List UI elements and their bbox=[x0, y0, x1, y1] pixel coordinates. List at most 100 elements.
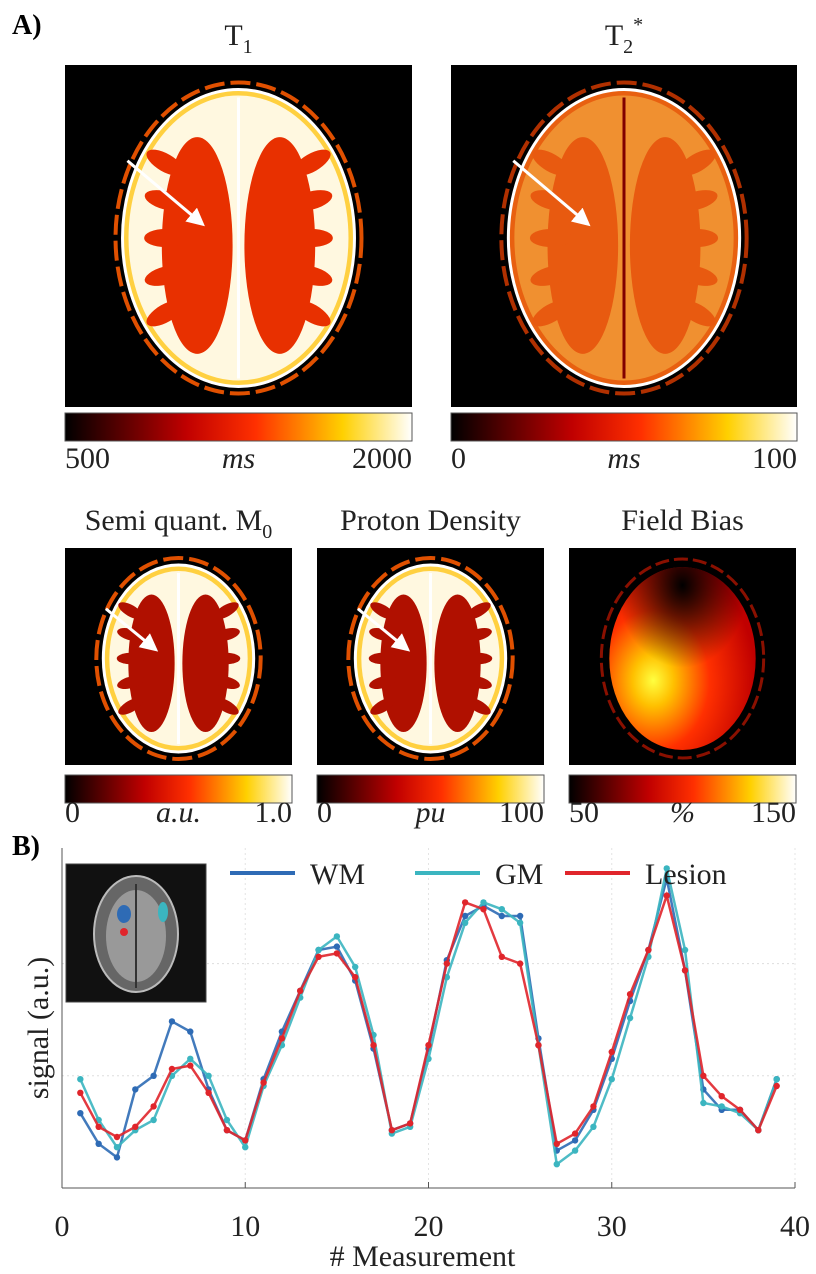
data-point bbox=[169, 1018, 175, 1024]
data-point bbox=[205, 1090, 211, 1096]
map-title: T1 bbox=[224, 19, 252, 58]
data-point bbox=[77, 1090, 83, 1096]
data-point bbox=[114, 1144, 120, 1150]
data-point bbox=[572, 1137, 578, 1143]
gyrus bbox=[212, 653, 240, 664]
data-point bbox=[95, 1141, 101, 1147]
data-point bbox=[480, 906, 486, 912]
data-point bbox=[150, 1073, 156, 1079]
data-point bbox=[517, 920, 523, 926]
x-tick-label: 0 bbox=[55, 1210, 70, 1243]
data-point bbox=[334, 933, 340, 939]
panel-label: A) bbox=[12, 10, 42, 41]
data-point bbox=[462, 920, 468, 926]
data-point bbox=[150, 1117, 156, 1123]
colorbar-max: 1.0 bbox=[255, 796, 293, 829]
data-point bbox=[279, 1035, 285, 1041]
data-point bbox=[609, 1076, 615, 1082]
title-subscript: 1 bbox=[243, 36, 253, 58]
panel-label: B) bbox=[12, 831, 40, 862]
gyrus bbox=[530, 229, 572, 247]
title-text: Semi quant. M bbox=[85, 504, 263, 537]
data-point bbox=[517, 960, 523, 966]
colorbar-min: 50 bbox=[569, 796, 599, 829]
gyrus bbox=[464, 653, 492, 664]
data-point bbox=[389, 1127, 395, 1133]
colorbar-unit: a.u. bbox=[156, 796, 201, 829]
gyrus bbox=[369, 653, 397, 664]
data-point bbox=[627, 991, 633, 997]
colorbar-unit: pu bbox=[414, 796, 446, 829]
colorbar-min: 0 bbox=[451, 442, 466, 475]
legend-label: WM bbox=[310, 858, 365, 891]
data-point bbox=[315, 954, 321, 960]
colorbar-max: 100 bbox=[752, 442, 797, 475]
colorbar-max: 150 bbox=[751, 796, 796, 829]
data-point bbox=[224, 1127, 230, 1133]
data-point bbox=[554, 1161, 560, 1167]
colorbar-min: 0 bbox=[317, 796, 332, 829]
data-point bbox=[627, 1015, 633, 1021]
data-point bbox=[499, 954, 505, 960]
map-title: Semi quant. M0 bbox=[85, 504, 273, 543]
data-point bbox=[77, 1110, 83, 1116]
data-point bbox=[682, 967, 688, 973]
x-tick-label: 20 bbox=[414, 1210, 444, 1243]
data-point bbox=[737, 1107, 743, 1113]
data-point bbox=[517, 913, 523, 919]
map-title: T2* bbox=[605, 14, 643, 58]
gyrus bbox=[290, 229, 332, 247]
data-point bbox=[719, 1103, 725, 1109]
colorbar-unit: ms bbox=[607, 442, 640, 475]
data-point bbox=[370, 1042, 376, 1048]
data-point bbox=[590, 1124, 596, 1130]
x-tick-label: 10 bbox=[230, 1210, 260, 1243]
title-text: Proton Density bbox=[340, 504, 521, 537]
data-point bbox=[187, 1056, 193, 1062]
colorbar bbox=[65, 413, 412, 441]
data-point bbox=[114, 1134, 120, 1140]
data-point bbox=[572, 1147, 578, 1153]
title-text: T bbox=[605, 19, 623, 52]
data-point bbox=[150, 1103, 156, 1109]
data-point bbox=[499, 906, 505, 912]
data-point bbox=[590, 1103, 596, 1109]
bias-dark bbox=[609, 567, 755, 750]
y-axis-label: signal (a.u.) bbox=[22, 957, 55, 1099]
data-point bbox=[187, 1028, 193, 1034]
data-point bbox=[315, 947, 321, 953]
title-superscript: * bbox=[633, 14, 643, 36]
map-title: Proton Density bbox=[340, 504, 521, 537]
data-point bbox=[773, 1076, 779, 1082]
data-point bbox=[260, 1079, 266, 1085]
x-axis-label: # Measurement bbox=[330, 1240, 516, 1273]
data-point bbox=[700, 1073, 706, 1079]
data-point bbox=[535, 1042, 541, 1048]
map-title: Field Bias bbox=[621, 504, 744, 537]
data-point bbox=[242, 1144, 248, 1150]
data-point bbox=[95, 1124, 101, 1130]
colorbar-unit: % bbox=[670, 796, 695, 829]
x-tick-label: 40 bbox=[780, 1210, 810, 1243]
data-point bbox=[187, 1062, 193, 1068]
data-point bbox=[755, 1127, 761, 1133]
colorbar-min: 0 bbox=[65, 796, 80, 829]
data-point bbox=[554, 1141, 560, 1147]
data-point bbox=[682, 947, 688, 953]
data-point bbox=[499, 913, 505, 919]
data-point bbox=[334, 950, 340, 956]
colorbar-unit: ms bbox=[222, 442, 255, 475]
data-point bbox=[719, 1093, 725, 1099]
data-point bbox=[132, 1086, 138, 1092]
x-tick-label: 30 bbox=[597, 1210, 627, 1243]
colorbar-min: 500 bbox=[65, 442, 110, 475]
data-point bbox=[572, 1130, 578, 1136]
data-point bbox=[77, 1076, 83, 1082]
data-point bbox=[334, 943, 340, 949]
figure: A) B) T1500ms2000T2*0ms100Semi quant. M0… bbox=[0, 0, 816, 1274]
data-point bbox=[224, 1117, 230, 1123]
data-point bbox=[242, 1137, 248, 1143]
data-point bbox=[462, 899, 468, 905]
data-point bbox=[352, 974, 358, 980]
legend-label: Lesion bbox=[645, 858, 727, 891]
